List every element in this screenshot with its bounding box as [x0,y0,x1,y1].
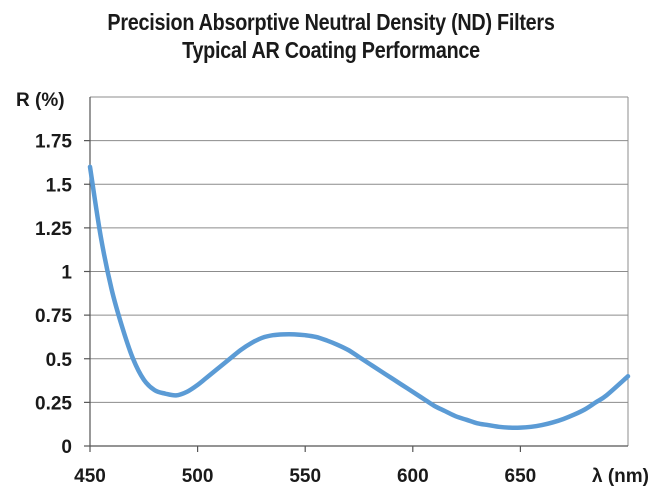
y-tick-label: 1.75 [35,132,72,153]
y-axis-label: R (%) [16,90,65,111]
x-tick-label: 500 [182,466,214,487]
y-tick-label: 1.5 [46,175,73,196]
x-tick-label: 650 [505,466,537,487]
x-tick-label: 450 [74,466,106,487]
x-tick-label: 550 [289,466,321,487]
y-tick-label: 0.5 [46,350,73,371]
x-axis-label: λ (nm) [592,466,649,487]
chart-title: Precision Absorptive Neutral Density (ND… [107,9,555,35]
y-tick-label: 1.25 [35,219,72,240]
y-tick-label: 0.75 [35,306,72,327]
chart-title-block: Precision Absorptive Neutral Density (ND… [0,8,662,64]
x-tick-label: 600 [397,466,429,487]
chart-subtitle: Typical AR Coating Performance [182,37,480,63]
y-tick-label: 0.25 [35,393,72,414]
reflectance-series-line [87,164,631,431]
y-tick-label: 1 [61,263,72,284]
y-tick-label: 0 [61,437,72,458]
